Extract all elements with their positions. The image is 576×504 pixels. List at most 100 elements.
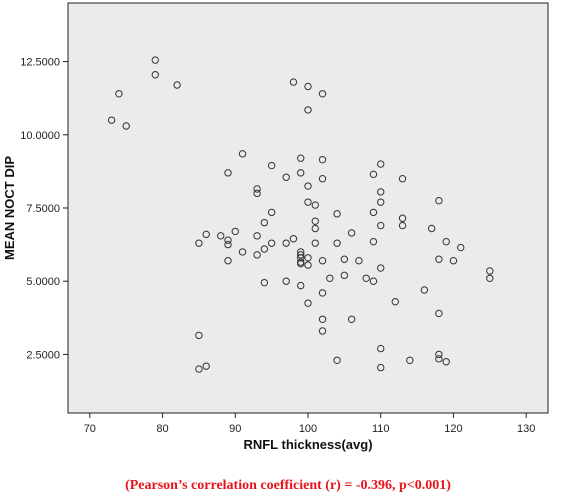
scatter-point bbox=[486, 274, 494, 282]
x-tick-label: 90 bbox=[229, 423, 241, 435]
scatter-point bbox=[435, 255, 443, 263]
y-tick-label: 10.0000 bbox=[20, 130, 60, 142]
scatter-point bbox=[297, 248, 305, 256]
y-tick-label: 7.5000 bbox=[26, 203, 60, 215]
scatter-point bbox=[122, 122, 130, 130]
x-tick-label: 130 bbox=[517, 423, 535, 435]
x-axis-title: RNFL thickness(avg) bbox=[243, 437, 372, 452]
scatter-point bbox=[369, 170, 378, 179]
scatter-point bbox=[304, 106, 312, 114]
x-tick-label: 110 bbox=[372, 423, 390, 435]
scatter-point bbox=[297, 251, 305, 259]
scatter-point bbox=[304, 254, 312, 262]
scatter-point bbox=[398, 221, 407, 230]
scatter-point bbox=[304, 182, 312, 190]
scatter-point bbox=[449, 257, 458, 265]
scatter-point bbox=[267, 239, 276, 247]
scatter-point bbox=[253, 185, 261, 193]
scatter-point bbox=[311, 224, 319, 233]
scatter-point bbox=[297, 281, 305, 290]
y-axis: 2.5000 5.0000 7.5000 10.0000 12.5000 bbox=[20, 57, 68, 361]
scatter-point bbox=[282, 277, 290, 285]
scatter-point bbox=[231, 227, 239, 236]
scatter-point bbox=[377, 198, 385, 206]
scatter-point bbox=[347, 229, 356, 237]
scatter-point bbox=[107, 116, 116, 124]
plot-area bbox=[67, 2, 549, 414]
scatter-point bbox=[304, 299, 312, 307]
scatter-point bbox=[398, 214, 407, 222]
scatter-point bbox=[224, 236, 232, 244]
scatter-point bbox=[151, 56, 159, 64]
scatter-point bbox=[377, 363, 385, 372]
scatter-point bbox=[318, 257, 327, 265]
scatter-point bbox=[326, 274, 334, 282]
scatter-point bbox=[260, 278, 269, 287]
scatter-point bbox=[224, 257, 232, 265]
scatter-point bbox=[151, 71, 159, 79]
x-tick-label: 70 bbox=[84, 423, 96, 435]
scatter-point bbox=[253, 251, 261, 259]
scatter-point bbox=[318, 289, 327, 297]
scatter-point bbox=[297, 259, 305, 268]
scatter-point bbox=[377, 188, 385, 196]
x-tick-label: 80 bbox=[156, 423, 168, 435]
scatter-point bbox=[406, 356, 414, 364]
scatter-point bbox=[369, 237, 378, 246]
scatter-point bbox=[333, 210, 341, 218]
scatter-point bbox=[333, 356, 341, 364]
x-tick-label: 120 bbox=[444, 423, 462, 435]
scatter-point bbox=[486, 267, 494, 275]
scatter-point bbox=[238, 150, 247, 158]
scatter-point bbox=[224, 240, 232, 249]
scatter-point bbox=[253, 189, 261, 198]
scatter-point bbox=[318, 327, 327, 335]
scatter-point bbox=[318, 155, 327, 164]
scatter-point bbox=[304, 261, 312, 269]
scatter-point bbox=[173, 81, 181, 89]
y-tick-label: 5.0000 bbox=[26, 276, 60, 288]
scatter-point bbox=[435, 196, 443, 205]
scatter-point bbox=[282, 173, 290, 181]
scatter-point bbox=[311, 217, 319, 225]
scatter-point bbox=[318, 315, 327, 323]
scatter-point bbox=[398, 175, 407, 183]
scatter-point bbox=[304, 198, 312, 206]
scatter-point bbox=[340, 255, 349, 263]
y-tick-label: 12.5000 bbox=[20, 57, 60, 69]
scatter-point bbox=[369, 208, 378, 217]
scatter-point bbox=[297, 169, 305, 177]
scatter-point bbox=[267, 208, 276, 217]
scatter-point bbox=[435, 355, 443, 363]
scatter-point bbox=[304, 82, 312, 91]
scatter-point bbox=[202, 362, 210, 370]
scatter-point bbox=[253, 232, 261, 240]
scatter-point bbox=[377, 344, 385, 353]
scatter-point bbox=[457, 243, 465, 252]
x-axis: 70 80 90 100 110 120 130 bbox=[84, 413, 535, 435]
scatter-point bbox=[311, 201, 319, 209]
scatter-point bbox=[217, 232, 225, 240]
scatter-point bbox=[377, 264, 385, 272]
scatter-point bbox=[260, 245, 269, 253]
scatter-point bbox=[435, 309, 443, 318]
scatter-point bbox=[297, 154, 305, 162]
scatter-point bbox=[195, 331, 203, 340]
scatter-point bbox=[442, 358, 450, 366]
scatter-point bbox=[297, 254, 305, 262]
scatter-point bbox=[420, 286, 429, 294]
scatter-point bbox=[377, 221, 385, 230]
scatter-point bbox=[282, 239, 290, 247]
scatter-point bbox=[311, 239, 319, 247]
y-tick-label: 2.5000 bbox=[26, 349, 60, 361]
scatter-point bbox=[347, 315, 356, 323]
scatter-point bbox=[427, 224, 436, 233]
scatter-point bbox=[340, 271, 349, 280]
scatter-point bbox=[333, 239, 341, 247]
scatter-point bbox=[267, 161, 276, 170]
scatter-point bbox=[260, 218, 269, 227]
scatter-point bbox=[195, 239, 203, 247]
scatter-point bbox=[195, 365, 203, 373]
scatter-point bbox=[369, 277, 378, 285]
scatter-point bbox=[318, 175, 327, 183]
